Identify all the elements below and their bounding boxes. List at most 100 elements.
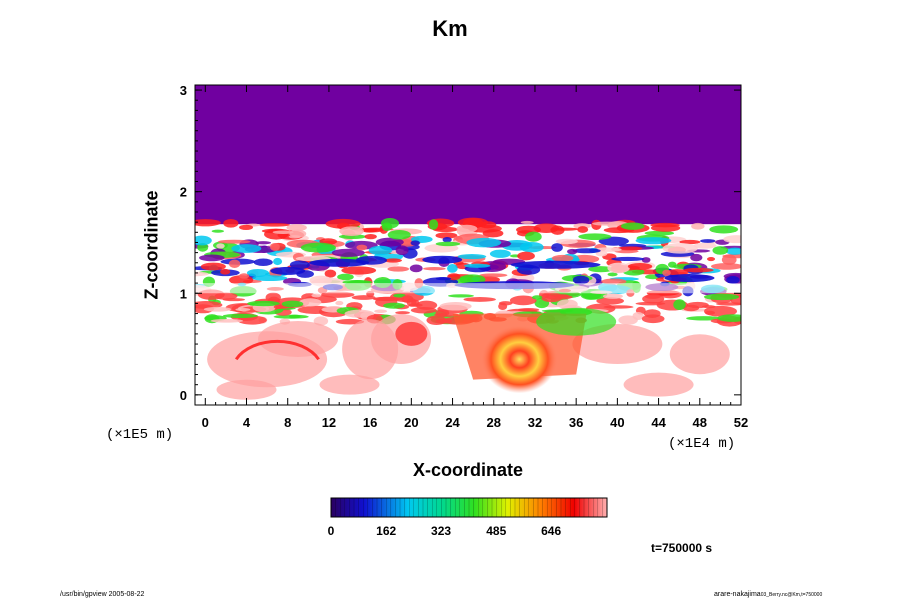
turbulent-cell: [683, 267, 714, 273]
x-axis-label: X-coordinate: [412, 460, 523, 480]
turbulent-cell: [611, 256, 645, 262]
colorbar: 0 162 323 485 646: [328, 497, 608, 538]
turbulent-cell: [517, 251, 535, 261]
turbulent-cell: [238, 273, 250, 279]
turbulent-cell: [384, 258, 402, 263]
turbulent-cell: [375, 237, 404, 247]
turbulent-cell: [509, 295, 537, 306]
turbulent-cell: [217, 239, 251, 244]
turbulent-cell: [588, 266, 614, 273]
turbulent-cell: [220, 268, 231, 275]
blue-streak: [664, 274, 715, 283]
turbulent-cell: [442, 236, 452, 243]
lower-blob: [623, 372, 694, 397]
colorbar-tick-label: 0: [328, 524, 335, 538]
turbulent-cell: [706, 257, 716, 262]
turbulent-cell: [641, 257, 651, 263]
turbulent-cell: [325, 218, 361, 229]
turbulent-cell: [428, 219, 439, 230]
turbulent-cell: [544, 294, 573, 300]
z-scale-label: (×1E5 m): [106, 427, 174, 443]
white-sublayer: [195, 283, 741, 294]
turbulent-cell: [712, 246, 729, 255]
turbulent-cell: [456, 224, 478, 233]
x-tick-label: 48: [693, 415, 707, 430]
lower-blob: [319, 374, 380, 395]
turbulent-cell: [356, 244, 368, 251]
turbulent-cell: [607, 272, 618, 277]
turbulent-cell: [725, 247, 741, 255]
turbulent-cell: [603, 305, 634, 309]
vortex-core: [481, 325, 558, 394]
turbulent-cell: [662, 269, 671, 277]
turbulent-cell: [324, 269, 337, 278]
y-axis-label: Z-coordinate: [141, 190, 162, 300]
turbulent-cell: [411, 299, 420, 307]
turbulent-cell: [703, 305, 738, 317]
turbulent-cell: [339, 226, 364, 237]
footer-right-main: arare-nakajima: [714, 591, 761, 598]
turbulent-cell: [709, 225, 739, 234]
colorbar-tick-label: 162: [376, 524, 396, 538]
x-tick-label: 12: [322, 415, 336, 430]
turbulent-cell: [258, 223, 291, 227]
turbulent-cell: [200, 262, 226, 271]
turbulent-cell: [572, 275, 590, 285]
turbulent-cell: [432, 226, 458, 233]
turbulent-cell: [374, 309, 388, 314]
turbulent-cell: [222, 313, 258, 318]
x-tick-label: 36: [569, 415, 583, 430]
turbulent-cell: [380, 217, 399, 229]
footer-left: /usr/bin/gpview 2005-08-22: [60, 591, 145, 598]
turbulent-cell: [620, 222, 645, 230]
x-tick-label: 8: [284, 415, 291, 430]
turbulent-cell: [435, 241, 461, 247]
turbulent-cell: [222, 298, 246, 302]
turbulent-cell: [667, 261, 677, 268]
turbulent-cell: [679, 239, 701, 245]
turbulent-cell: [362, 228, 384, 233]
x-tick-label: 28: [487, 415, 501, 430]
turbulent-cell: [223, 219, 239, 228]
upper-uniform-region: [195, 85, 741, 225]
blue-streak: [309, 258, 370, 267]
turbulent-cell: [239, 224, 254, 231]
x-tick-label: 16: [363, 415, 377, 430]
turbulent-cell: [662, 243, 698, 254]
turbulent-cell: [721, 254, 737, 266]
footer-right: arare-nakajima03_Berry.nc@Km,t=750000: [714, 591, 822, 598]
turbulent-cell: [216, 243, 225, 249]
footer-right-sub: 03_Berry.nc@Km,t=750000: [760, 592, 823, 598]
turbulent-cell: [344, 309, 375, 318]
turbulent-cell: [435, 318, 453, 324]
turbulent-cell: [726, 276, 740, 284]
turbulent-cell: [231, 244, 262, 253]
turbulent-cell: [498, 302, 508, 311]
turbulent-cell: [387, 266, 410, 272]
lower-blob: [258, 320, 339, 357]
turbulent-cell: [577, 226, 589, 233]
turbulent-cell: [289, 229, 307, 238]
turbulent-cell: [466, 237, 502, 248]
turbulent-cell: [341, 266, 377, 275]
turbulent-cell: [618, 315, 638, 325]
x-tick-label: 44: [651, 415, 666, 430]
turbulent-cell: [644, 230, 675, 236]
turbulent-cell: [463, 263, 491, 268]
turbulent-cell: [447, 263, 458, 273]
lower-region: [207, 307, 730, 400]
turbulent-cell: [435, 276, 452, 281]
turbulent-cell: [203, 306, 232, 312]
turbulent-cell: [531, 295, 543, 300]
x-tick-label: 40: [610, 415, 624, 430]
turbulent-cell: [525, 231, 542, 242]
turbulent-cell: [253, 258, 273, 267]
turbulent-cell: [682, 304, 700, 312]
turbulent-cell: [520, 220, 534, 224]
turbulent-cell: [591, 221, 622, 226]
turbulent-cell: [368, 245, 393, 256]
turbulent-cell: [434, 312, 459, 317]
turbulent-cell: [372, 296, 399, 302]
turbulent-cell: [479, 221, 497, 229]
turbulent-cell: [309, 275, 333, 286]
